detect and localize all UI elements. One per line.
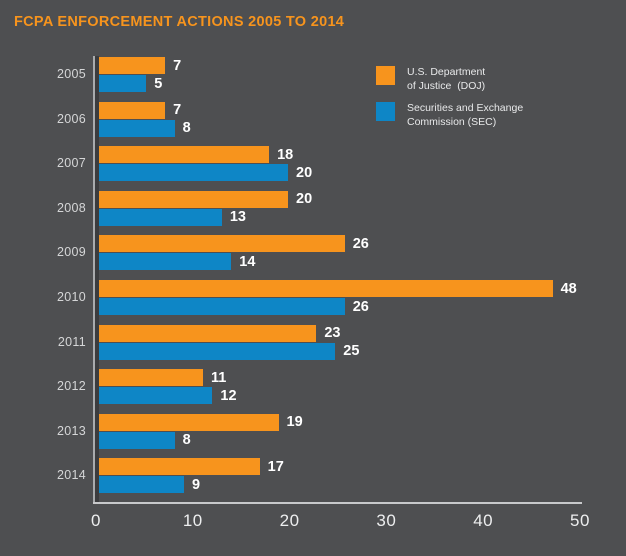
bar-group: 2005 7 5 <box>0 57 626 92</box>
year-label: 2012 <box>56 379 86 394</box>
bar-value-label: 12 <box>220 387 237 404</box>
bar-value-label: 14 <box>239 253 256 270</box>
legend-item-sec: Securities and Exchange Commission (SEC) <box>376 102 523 129</box>
bar-group: 2014 17 9 <box>0 458 626 494</box>
x-tick-label: 30 <box>376 511 397 530</box>
plot-area: 2005 7 5 2006 7 8 2007 18 20 2008 20 13 2009 26 14 2010… <box>0 57 626 503</box>
bar-value-label: 19 <box>286 414 303 431</box>
bar-value-label: 8 <box>182 432 191 449</box>
doj-legend-swatch <box>376 66 395 85</box>
bar-value-label: 18 <box>277 146 294 163</box>
sec-legend-swatch <box>376 102 395 121</box>
bar-group: 2013 19 8 <box>0 413 626 449</box>
x-tick-label: 40 <box>473 511 494 530</box>
bar-group: 2011 23 25 <box>0 324 626 360</box>
bar-group: 2010 48 26 <box>0 280 626 315</box>
sec-bar: 14 <box>99 253 255 271</box>
doj-bar: 20 <box>99 190 312 208</box>
year-label: 2013 <box>56 423 86 438</box>
doj-bar: 19 <box>99 413 303 431</box>
bar-value-label: 26 <box>352 235 369 252</box>
year-label: 2014 <box>56 468 86 483</box>
bar-value-label: 11 <box>210 369 227 386</box>
year-label: 2008 <box>56 200 86 215</box>
legend-item-doj: U.S. Department of Justice (DOJ) <box>376 66 523 93</box>
x-tick-label: 0 <box>91 511 101 530</box>
bar-value-label: 17 <box>267 458 284 475</box>
bar-group: 2007 18 20 <box>0 146 626 182</box>
bar-group: 2006 7 8 <box>0 101 626 137</box>
y-axis-shadow <box>95 56 99 503</box>
bar-value-label: 8 <box>182 119 191 136</box>
doj-bar: 18 <box>99 146 293 164</box>
bar-value-label: 25 <box>343 342 360 359</box>
doj-bar: 7 <box>99 57 181 74</box>
bar-value-label: 20 <box>296 191 313 208</box>
sec-bar: 20 <box>99 164 312 182</box>
x-axis-line <box>93 502 582 504</box>
year-label: 2005 <box>56 67 86 81</box>
doj-bar: 7 <box>99 101 181 119</box>
bar-group: 2008 20 13 <box>0 190 626 226</box>
bar-group: 2012 11 12 <box>0 369 626 405</box>
bar-value-label: 7 <box>173 101 182 118</box>
sec-bar: 25 <box>99 342 359 360</box>
doj-bar: 23 <box>99 324 340 342</box>
year-label: 2007 <box>56 156 86 171</box>
sec-bar: 12 <box>99 387 237 405</box>
doj-bar: 17 <box>99 458 284 476</box>
sec-bar: 9 <box>99 476 200 494</box>
bar-value-label: 7 <box>173 57 182 74</box>
x-tick-label: 10 <box>182 511 203 530</box>
bar-value-label: 9 <box>192 476 201 493</box>
sec-bar: 13 <box>99 208 246 226</box>
x-tick-label: 50 <box>570 511 590 530</box>
bar-value-label: 20 <box>296 164 313 181</box>
x-tick-label: 20 <box>279 511 300 530</box>
bar-value-label: 5 <box>154 75 163 92</box>
bar-value-label: 48 <box>560 280 577 297</box>
doj-bar: 11 <box>99 369 226 387</box>
year-label: 2009 <box>56 245 86 260</box>
sec-bar: 5 <box>99 75 162 92</box>
bar-value-label: 23 <box>324 324 341 341</box>
doj-bar: 26 <box>99 235 369 253</box>
bar-value-label: 13 <box>229 209 246 226</box>
bar-group: 2009 26 14 <box>0 235 626 271</box>
bar-value-label: 26 <box>352 298 369 315</box>
sec-bar: 26 <box>99 298 369 315</box>
doj-legend-label: U.S. Department of Justice (DOJ) <box>407 66 486 92</box>
sec-bar: 8 <box>99 119 191 137</box>
sec-legend-label: Securities and Exchange Commission (SEC) <box>407 102 524 128</box>
sec-bar: 8 <box>99 431 191 449</box>
year-label: 2010 <box>56 290 86 304</box>
year-label: 2006 <box>56 111 86 126</box>
doj-bar: 48 <box>99 280 577 297</box>
year-label: 2011 <box>57 334 86 349</box>
y-axis-line <box>93 56 95 503</box>
legend: U.S. Department of Justice (DOJ) Securit… <box>376 66 523 129</box>
chart-title: FCPA ENFORCEMENT ACTIONS 2005 TO 2014 <box>14 14 345 30</box>
